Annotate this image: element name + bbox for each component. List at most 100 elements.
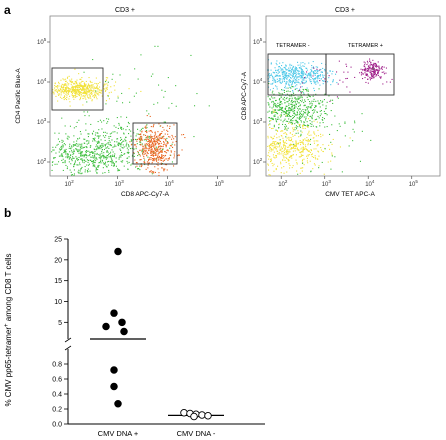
event-dot (271, 162, 273, 164)
event-dot (67, 153, 69, 155)
event-dot (285, 112, 287, 114)
event-dot (157, 159, 159, 161)
event-dot (94, 164, 96, 166)
event-dot (282, 76, 284, 78)
event-dot (78, 84, 80, 86)
event-dot (286, 114, 288, 116)
x-tick-label: 102 (65, 179, 75, 188)
event-dot (346, 86, 348, 88)
event-dot (83, 162, 85, 164)
event-dot (121, 128, 123, 130)
event-dot (373, 68, 375, 70)
event-dot (275, 133, 277, 135)
event-dot (74, 161, 76, 163)
event-dot (85, 80, 87, 82)
event-dot (70, 81, 72, 83)
event-dot (100, 139, 102, 141)
event-dot (94, 82, 96, 84)
event-dot (296, 76, 298, 78)
event-dot (313, 71, 315, 73)
event-dot (302, 74, 304, 76)
event-dot (105, 164, 107, 166)
event-dot (332, 80, 334, 82)
event-dot (270, 120, 272, 122)
event-dot (168, 158, 170, 160)
event-dot (364, 68, 366, 70)
event-dot (78, 73, 80, 75)
event-dot (92, 95, 94, 97)
event-dot (77, 159, 79, 161)
event-dot (86, 146, 88, 148)
event-dot (289, 110, 291, 112)
event-dot (77, 151, 79, 153)
event-dot (317, 100, 319, 102)
event-dot (91, 151, 93, 153)
event-dot (282, 69, 284, 71)
event-dot (112, 155, 114, 157)
event-dot (107, 146, 109, 148)
event-dot (131, 147, 133, 149)
event-dot (79, 164, 81, 166)
event-dot (293, 143, 295, 145)
event-dot (113, 164, 115, 166)
event-dot (279, 75, 281, 77)
event-dot (81, 85, 83, 87)
event-dot (372, 74, 374, 76)
event-dot (301, 77, 303, 79)
event-dot (69, 156, 71, 158)
event-dot (330, 141, 332, 143)
event-dot (291, 138, 293, 140)
event-dot (294, 129, 296, 131)
event-dot (140, 144, 142, 146)
event-dot (373, 64, 375, 66)
event-dot (281, 115, 283, 117)
event-dot (306, 137, 308, 139)
event-dot (289, 67, 291, 69)
event-dot (69, 79, 71, 81)
data-point (180, 409, 188, 417)
event-dot (65, 93, 67, 95)
event-dot (157, 149, 159, 151)
event-dot (285, 65, 287, 67)
event-dot (64, 78, 66, 80)
event-dot (172, 141, 174, 143)
event-dot (56, 86, 58, 88)
event-dot (95, 94, 97, 96)
event-dot (154, 134, 156, 136)
event-dot (72, 95, 74, 97)
event-dot (290, 74, 292, 76)
event-dot (295, 114, 297, 116)
event-dot (295, 140, 297, 142)
event-dot (68, 158, 70, 160)
event-dot (140, 143, 142, 145)
event-dot (118, 157, 120, 159)
event-dot (118, 145, 120, 147)
event-dot (292, 111, 294, 113)
event-dot (118, 169, 120, 171)
event-dot (307, 138, 309, 140)
event-dot (283, 96, 285, 98)
event-dot (153, 124, 155, 126)
event-dot (289, 97, 291, 99)
event-dot (99, 155, 101, 157)
event-dot (128, 156, 130, 158)
event-dot (279, 103, 281, 105)
event-dot (162, 148, 164, 150)
event-dot (148, 113, 150, 115)
tetramer-positive-cd8 (359, 58, 387, 83)
event-dot (285, 136, 287, 138)
event-dot (274, 111, 276, 113)
event-dot (73, 127, 75, 129)
event-dot (101, 95, 103, 97)
event-dot (93, 152, 95, 154)
data-point (110, 382, 118, 391)
event-dot (310, 107, 312, 109)
event-dot (275, 141, 277, 143)
event-dot (324, 148, 326, 150)
event-dot (146, 127, 148, 129)
event-dot (278, 142, 280, 144)
event-dot (76, 79, 78, 81)
event-dot (73, 135, 75, 137)
event-dot (310, 106, 312, 108)
event-dot (149, 147, 151, 149)
